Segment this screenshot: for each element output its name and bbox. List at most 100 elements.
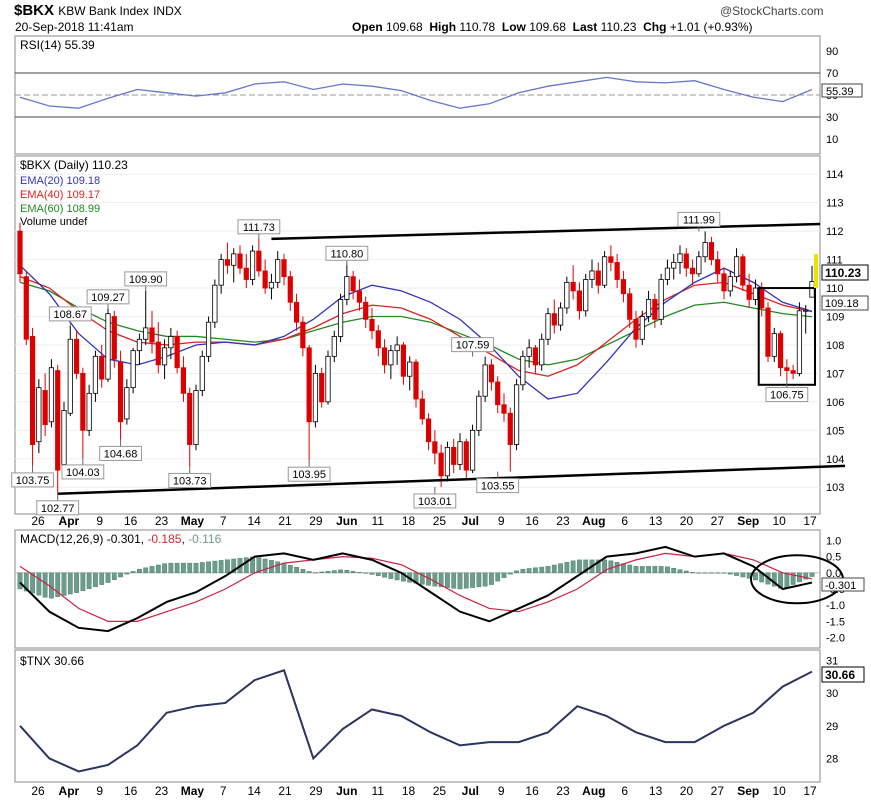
macd-hist-bar xyxy=(646,566,651,574)
price-tick-label: 111 xyxy=(826,255,843,267)
macd-hist-bar xyxy=(363,572,369,574)
candle-body xyxy=(117,361,124,423)
x-axis-label: 17 xyxy=(803,514,817,528)
macd-hist-bar xyxy=(162,563,167,574)
x-axis-label: 23 xyxy=(155,514,169,528)
macd-panel-frame xyxy=(14,529,821,649)
x-axis-label: 29 xyxy=(309,514,323,528)
candle-body xyxy=(463,441,469,471)
annotation-box xyxy=(765,387,809,403)
macd-legend-prefix: MACD(12,26,9) xyxy=(20,532,103,546)
macd-hist-bar xyxy=(734,572,739,576)
tnx-last-tag-box xyxy=(821,666,865,683)
x-axis-label-bottom: 25 xyxy=(433,784,447,798)
macd-hist-bar xyxy=(545,566,551,574)
annotation-box xyxy=(36,500,80,516)
rsi-tick-label: 30 xyxy=(826,112,838,124)
macd-hist-bar xyxy=(61,572,67,596)
tnx-layer: 31 30 29 28 xyxy=(19,656,838,773)
x-axis-label-bottom: 11 xyxy=(371,784,384,798)
chg-label: Chg xyxy=(643,20,667,34)
x-axis-label: 21 xyxy=(278,514,292,528)
candle-body xyxy=(507,412,513,445)
ema20-legend: EMA(20) 109.18 xyxy=(20,175,100,187)
x-axis-label-bottom: 27 xyxy=(711,784,725,798)
high-label: High xyxy=(429,20,457,34)
ema40-legend: EMA(40) 109.17 xyxy=(20,189,100,201)
macd-hist-bar xyxy=(181,562,186,574)
candle-body xyxy=(639,316,645,340)
candle-body xyxy=(130,350,136,389)
macd-hist-bar xyxy=(199,562,205,574)
x-axis-label: 16 xyxy=(525,514,539,528)
macd-hist-bar xyxy=(539,566,545,574)
candle-body xyxy=(425,418,432,443)
price-annotation: 109.27 xyxy=(91,292,125,304)
candle-body xyxy=(23,276,29,340)
price-annotation: 103.95 xyxy=(292,469,326,481)
x-axis-label-bottom: 6 xyxy=(621,784,628,798)
candle-body xyxy=(777,333,784,369)
candle-body xyxy=(149,327,155,343)
candle-body xyxy=(765,307,771,357)
candle-body xyxy=(708,242,715,260)
candle-body xyxy=(601,256,608,286)
tnx-tick-label: 31 xyxy=(826,656,838,668)
tnx-line xyxy=(19,669,813,773)
x-axis-label: 27 xyxy=(711,514,725,528)
macd-hist-bar xyxy=(526,568,532,574)
x-axis-label-bottom: 26 xyxy=(31,784,45,798)
candle-body xyxy=(293,301,300,323)
index-name: KBW Bank Index xyxy=(58,4,149,18)
price-tick-label: 109 xyxy=(826,312,844,324)
macd-hist-bar xyxy=(338,569,343,574)
candle-body xyxy=(363,301,369,320)
rsi-tick-label: 70 xyxy=(826,68,838,80)
candle-body xyxy=(444,446,451,477)
price-tick-label: 107 xyxy=(826,368,844,380)
price-tick-label: 113 xyxy=(826,198,844,210)
x-axis-label: 7 xyxy=(220,514,227,528)
macd-hist-bar xyxy=(533,567,538,574)
symbol-title: $BKX KBW Bank Index INDX xyxy=(14,2,182,19)
macd-hist-bar xyxy=(652,566,658,574)
macd-hist-bar xyxy=(564,561,570,574)
macd-hist-bar xyxy=(331,570,337,574)
macd-hist-bar xyxy=(633,566,639,574)
candle-body xyxy=(645,299,652,317)
symbol: $BKX xyxy=(14,2,55,19)
candle-body xyxy=(73,338,80,374)
x-axis-label-bottom: 23 xyxy=(556,784,570,798)
macd-legend-signal: -0.185 xyxy=(147,532,181,546)
x-axis-label: 16 xyxy=(124,514,138,528)
candle-body xyxy=(306,347,312,423)
x-axis-label: Apr xyxy=(59,514,80,528)
x-axis-label-bottom: 16 xyxy=(124,784,138,798)
x-axis-label: 20 xyxy=(680,514,694,528)
candle-body xyxy=(790,370,796,374)
x-axis-label: 18 xyxy=(402,514,416,528)
macd-hist-bar xyxy=(740,572,746,578)
candle-body xyxy=(212,284,218,323)
candle-body xyxy=(733,256,740,278)
candle-body xyxy=(771,333,777,357)
macd-line xyxy=(19,545,813,633)
macd-hist-bar xyxy=(602,559,607,574)
candle-body xyxy=(155,341,161,366)
annotation-box xyxy=(413,493,457,509)
candle-body xyxy=(740,256,746,286)
candle-body xyxy=(369,318,375,332)
x-axis-label-bottom: Sep xyxy=(737,784,759,798)
x-axis-label-bottom: 18 xyxy=(402,784,416,798)
x-axis-label: 23 xyxy=(556,514,570,528)
macd-hist-bar xyxy=(130,571,136,574)
candle-body xyxy=(319,373,325,403)
candle-body xyxy=(136,338,143,352)
price-tick-label: 114 xyxy=(826,169,844,181)
rsi-last-tag: 55.39 xyxy=(826,86,854,98)
price-tick-label: 103 xyxy=(826,482,844,494)
chg-value: +1.01 (+0.93%) xyxy=(669,20,753,34)
macd-hist-bar xyxy=(388,572,394,579)
candle-body xyxy=(746,284,752,300)
macd-hist-bar xyxy=(721,572,727,574)
